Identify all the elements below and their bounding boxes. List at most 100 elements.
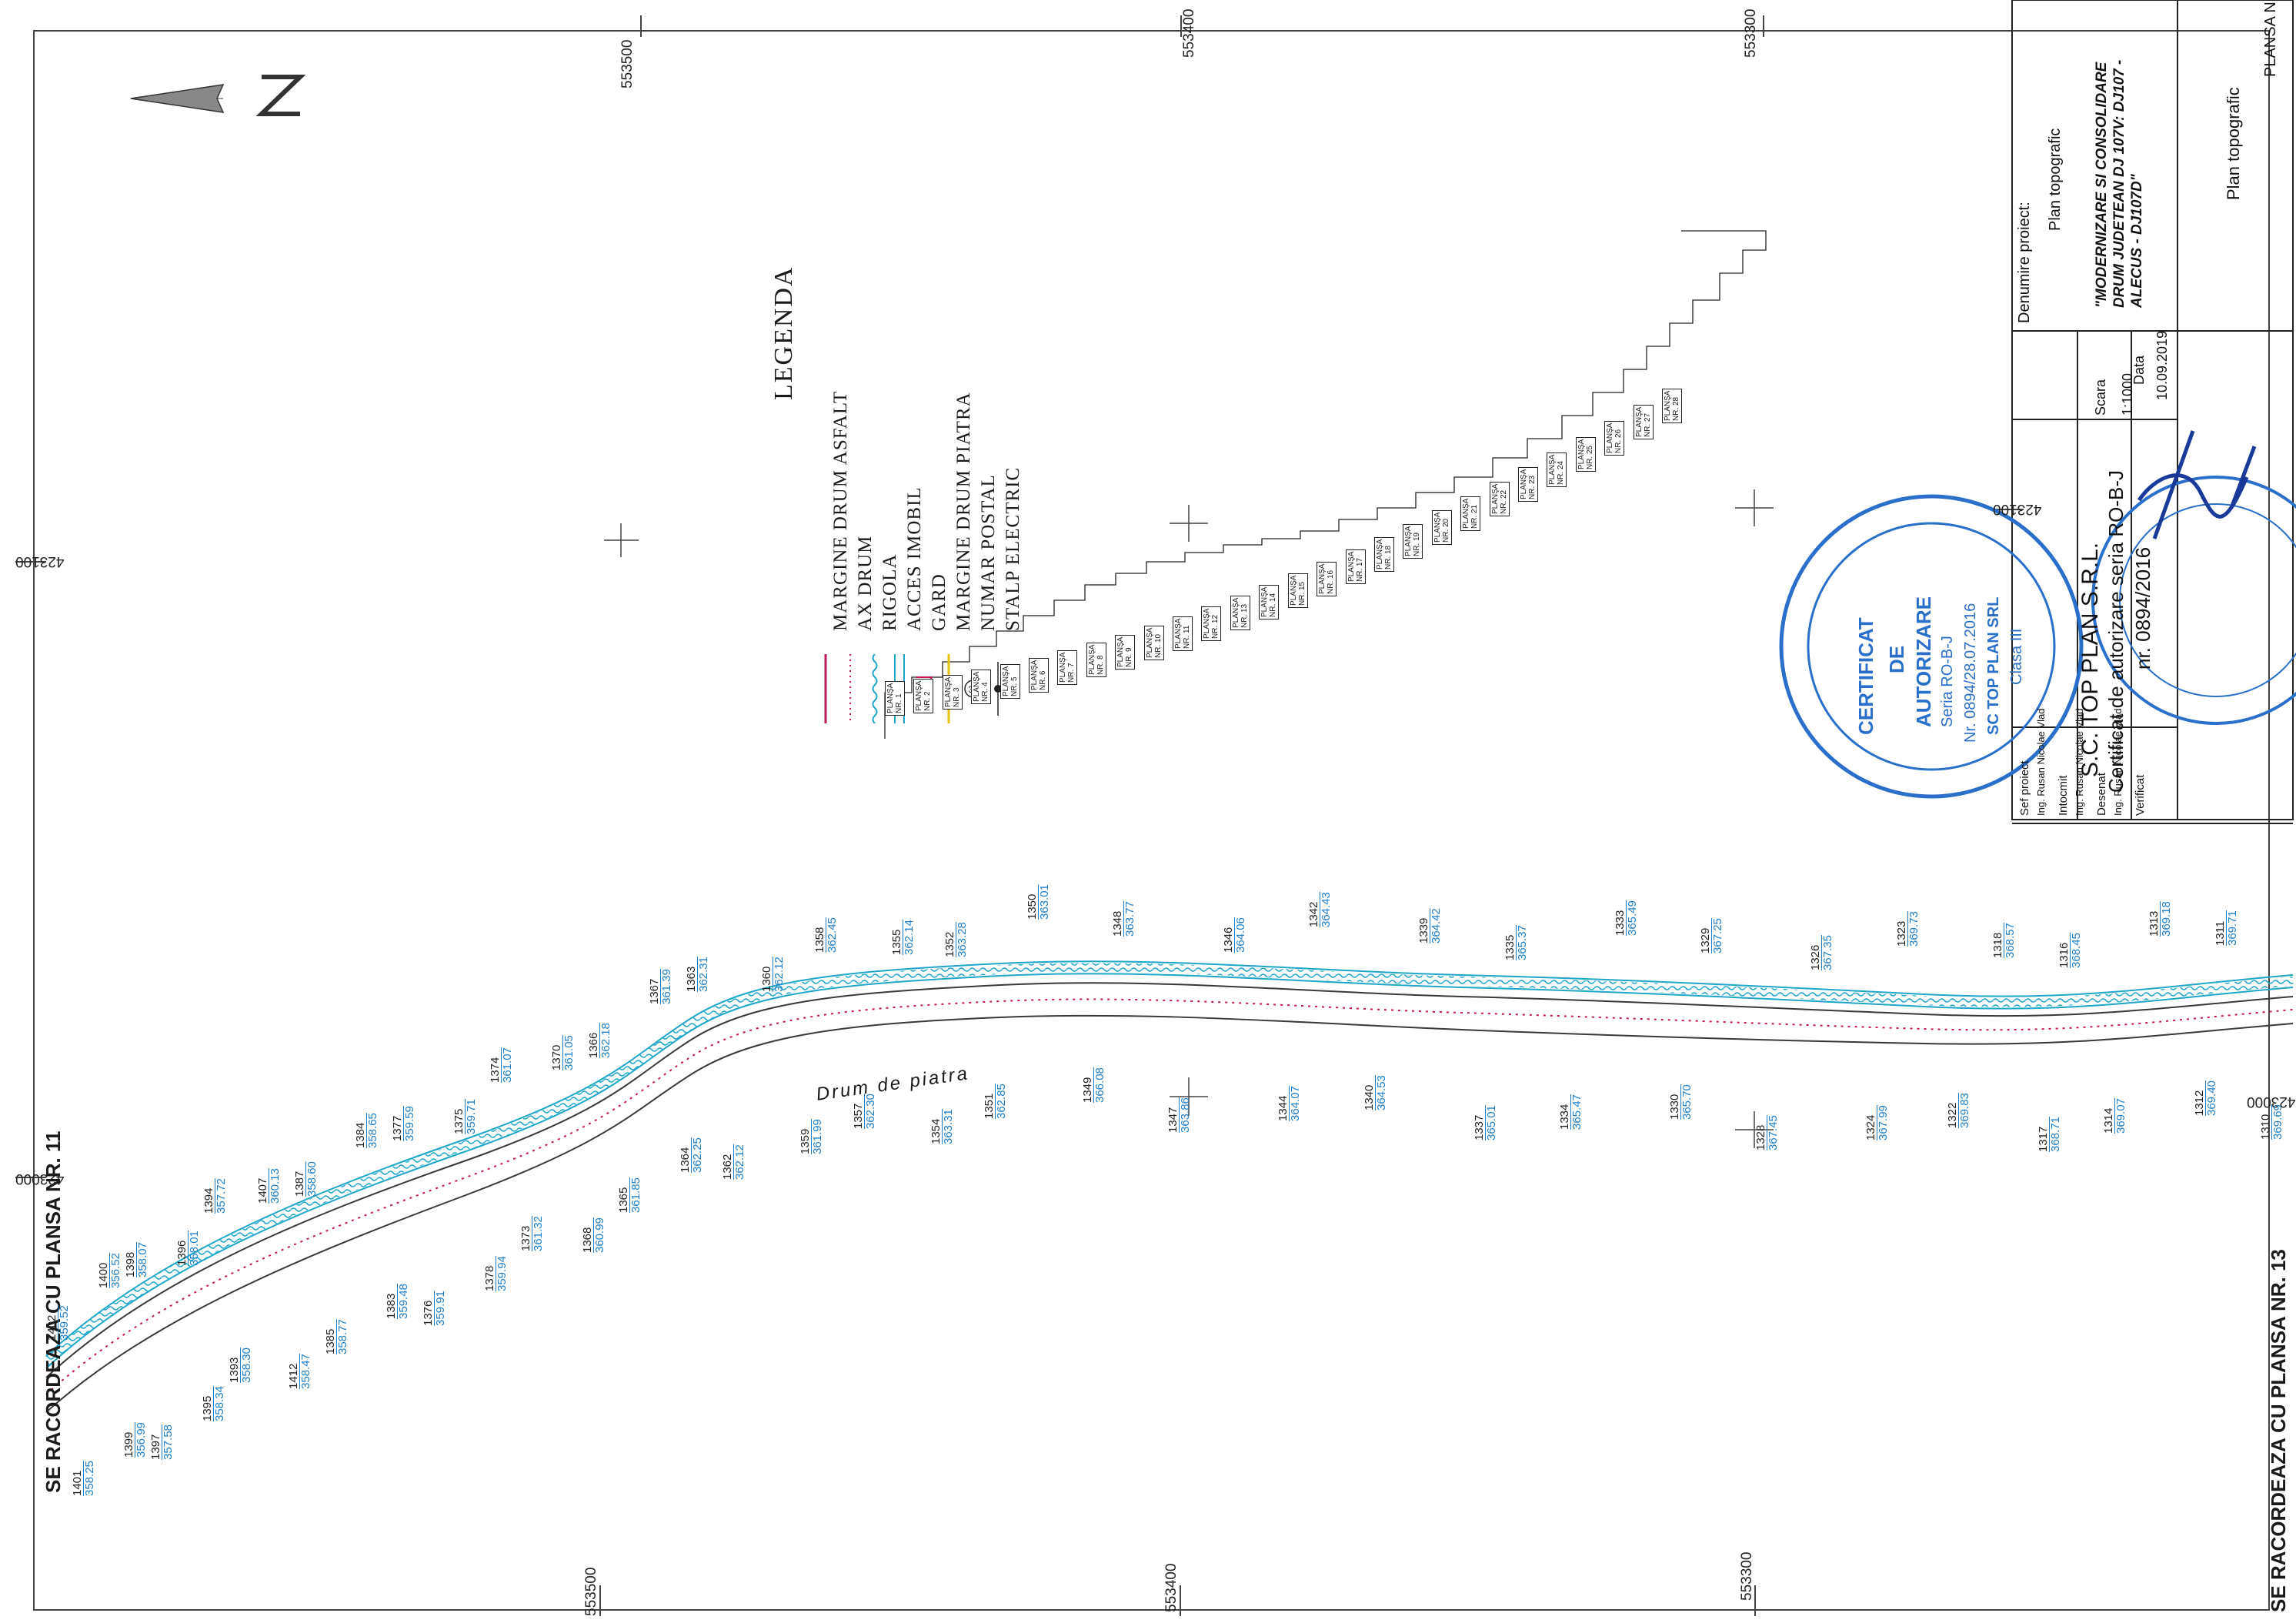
survey-point-elevation: 358.60 [305,1161,319,1197]
survey-point-number: 1322 [1945,1102,1959,1128]
survey-point: 1347 363.86 [1166,1097,1193,1134]
survey-point: 1394 357.72 [202,1178,228,1214]
survey-point: 1333 365.49 [1614,900,1639,937]
survey-point-elevation: 358.65 [366,1113,380,1148]
survey-point-number: 1346 [1221,927,1235,953]
survey-point-elevation: 369.18 [2160,900,2174,937]
survey-point-number: 1373 [519,1225,533,1251]
survey-point-elevation: 361.99 [811,1118,825,1154]
survey-point-elevation: 368.45 [2069,933,2083,968]
survey-point-elevation: 368.57 [2003,923,2017,959]
survey-point: 1383 359.48 [385,1284,411,1320]
survey-point-number: 1324 [1864,1114,1877,1140]
survey-point: 1350 363.01 [1026,884,1051,920]
survey-point-elevation: 358.01 [187,1231,201,1267]
survey-point: 1402 359.52 [45,1305,71,1341]
survey-point-number: 1370 [550,1044,563,1070]
survey-point-elevation: 366.08 [1093,1067,1106,1104]
survey-point-elevation: 359.48 [397,1284,411,1320]
survey-point: 1363 362.31 [685,956,710,992]
survey-point-number: 1367 [648,978,662,1004]
survey-point-elevation: 356.99 [135,1421,149,1458]
survey-point-elevation: 362.12 [733,1144,747,1180]
role-label: Verificat [2134,774,2147,816]
survey-point-number: 1377 [391,1115,405,1141]
survey-point-elevation: 369.71 [2226,910,2240,947]
survey-point: 1340 364.53 [1362,1074,1388,1110]
survey-point-elevation: 365.70 [1680,1084,1694,1120]
legend-symbol-wavy-line [872,654,878,723]
survey-point-number: 1330 [1668,1094,1682,1120]
stamp-line-4: Seria RO-B-J [1939,636,1956,727]
survey-point-elevation: 363.86 [1179,1097,1193,1134]
survey-point-number: 1358 [813,927,826,953]
survey-point: 1348 363.77 [1111,900,1136,937]
survey-point-number: 1360 [759,966,773,993]
survey-point: 1334 365.47 [1558,1094,1584,1130]
survey-point-elevation: 362.31 [696,956,710,992]
survey-point-number: 1399 [122,1431,136,1458]
survey-point-number: 1316 [2057,942,2071,968]
survey-point-number: 1393 [228,1357,242,1383]
survey-point-number: 1318 [1991,932,2004,959]
survey-point-number: 1347 [1166,1107,1180,1134]
survey-point-number: 1314 [2102,1107,2116,1134]
date-label: Data [2131,355,2147,385]
survey-point-number: 1366 [586,1032,600,1058]
survey-point-elevation: 367.45 [1766,1115,1780,1151]
north-arrow-icon [130,75,306,116]
project-name: "MODERNIZARE SI CONSOLIDARE DRUM JUDETEA… [2094,59,2145,308]
survey-point-elevation: 368.71 [2048,1116,2062,1152]
survey-point-number: 1362 [721,1154,735,1180]
survey-point: 1317 368.71 [2036,1116,2062,1152]
survey-point-number: 1340 [1362,1084,1376,1110]
survey-point: 1316 368.45 [2057,933,2083,968]
survey-point-elevation: 361.32 [532,1215,546,1251]
scale-label: Scara [2093,379,2108,416]
role-name: Ing. Rusan Nicolae Vlad [2035,708,2047,816]
survey-point-number: 1329 [1699,927,1713,953]
survey-point: 1352 363.28 [943,922,969,957]
survey-point-number: 1383 [385,1293,399,1320]
survey-point-elevation: 364.53 [1374,1074,1388,1110]
survey-point-elevation: 361.39 [660,968,674,1004]
survey-point-elevation: 367.25 [1711,917,1725,953]
survey-point: 1399 356.99 [122,1421,149,1458]
stamp-line-6: SC TOP PLAN SRL [1985,596,2002,735]
survey-point-elevation: 358.07 [135,1241,149,1277]
authorization-stamp [1779,476,2296,799]
survey-point-number: 1317 [2036,1126,2050,1152]
survey-point-number: 1349 [1080,1077,1094,1104]
survey-point-number: 1344 [1276,1096,1290,1122]
survey-point-elevation: 369.73 [1907,910,1921,947]
survey-point-elevation: 358.25 [83,1460,97,1496]
role-label: Intocmit [2057,775,2070,816]
survey-point-elevation: 361.85 [629,1177,643,1213]
survey-point-number: 1364 [679,1147,692,1173]
survey-point-number: 1351 [982,1094,996,1120]
survey-point-number: 1323 [1894,920,1908,947]
survey-point-number: 1384 [354,1122,368,1148]
survey-point-number: 1312 [2193,1090,2207,1116]
survey-point-number: 1359 [799,1128,813,1154]
survey-point: 1364 362.25 [679,1137,704,1173]
survey-point: 1377 359.59 [391,1105,416,1141]
certificate-number: nr. 0894/2016 [2131,546,2154,670]
survey-point: 1362 362.12 [721,1144,747,1180]
survey-point: 1367 361.39 [648,968,674,1004]
survey-point: 1313 369.18 [2147,900,2174,937]
survey-point-number: 1376 [421,1300,435,1327]
survey-point-number: 1350 [1026,894,1040,920]
survey-point: 1375 359.71 [452,1098,478,1134]
survey-point: 1337 365.01 [1473,1104,1498,1140]
survey-point: 1330 365.70 [1668,1084,1694,1120]
survey-point-elevation: 364.42 [1430,908,1443,944]
survey-point-number: 1355 [890,929,904,955]
survey-point-number: 1400 [96,1262,110,1288]
ditch-band-north [42,963,2294,1366]
survey-point-number: 1402 [45,1314,58,1341]
role-name: Ing. Rusan Nicolae Vlad [2074,708,2085,816]
survey-point-elevation: 362.18 [599,1022,612,1058]
survey-point: 1335 365.37 [1503,925,1529,960]
